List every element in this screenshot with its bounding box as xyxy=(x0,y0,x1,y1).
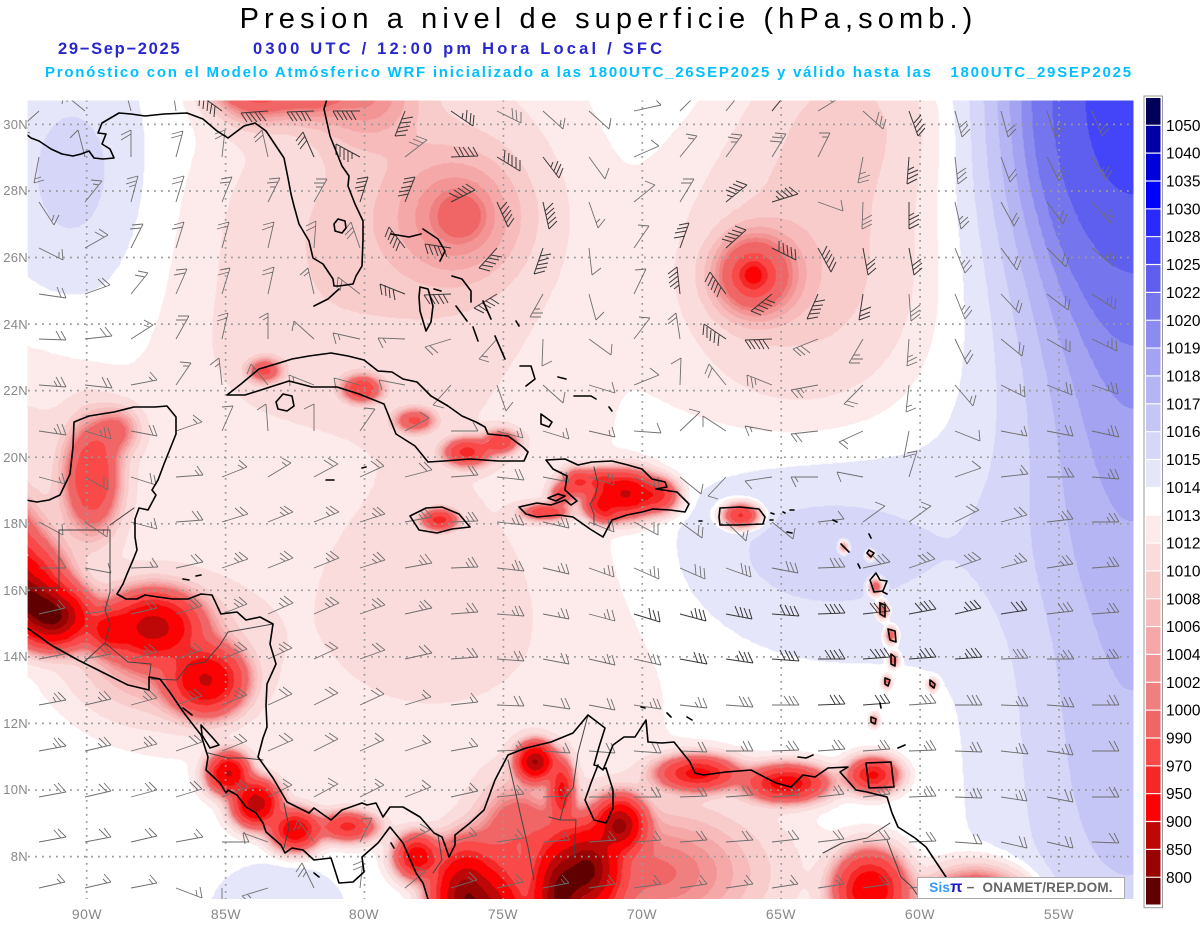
svg-text:990: 990 xyxy=(1166,731,1192,748)
svg-text:12N: 12N xyxy=(3,716,28,731)
svg-text:1018: 1018 xyxy=(1166,369,1200,386)
svg-text:60W: 60W xyxy=(905,906,936,922)
svg-text:1006: 1006 xyxy=(1166,619,1200,636)
svg-text:1015: 1015 xyxy=(1166,452,1200,469)
svg-text:1030: 1030 xyxy=(1166,201,1200,218)
svg-text:16N: 16N xyxy=(3,583,28,598)
svg-text:800: 800 xyxy=(1166,870,1192,887)
svg-text:1016: 1016 xyxy=(1166,424,1200,441)
svg-text:18N: 18N xyxy=(3,516,28,531)
svg-text:8N: 8N xyxy=(11,849,28,864)
svg-text:950: 950 xyxy=(1166,786,1192,803)
svg-text:1022: 1022 xyxy=(1166,285,1200,302)
svg-text:70W: 70W xyxy=(627,906,658,922)
svg-text:75W: 75W xyxy=(488,906,519,922)
svg-text:28N: 28N xyxy=(3,183,28,198)
svg-text:90W: 90W xyxy=(72,906,103,922)
svg-text:1010: 1010 xyxy=(1166,564,1200,581)
svg-text:1008: 1008 xyxy=(1166,591,1200,608)
svg-text:1013: 1013 xyxy=(1166,508,1200,525)
svg-text:1017: 1017 xyxy=(1166,396,1200,413)
svg-text:10N: 10N xyxy=(3,782,28,797)
svg-text:20N: 20N xyxy=(3,450,28,465)
svg-text:85W: 85W xyxy=(211,906,242,922)
svg-text:900: 900 xyxy=(1166,814,1192,831)
svg-text:80W: 80W xyxy=(349,906,380,922)
svg-text:1002: 1002 xyxy=(1166,675,1200,692)
svg-text:1050: 1050 xyxy=(1166,118,1200,135)
svg-text:24N: 24N xyxy=(3,317,28,332)
svg-text:1000: 1000 xyxy=(1166,703,1200,720)
svg-text:14N: 14N xyxy=(3,649,28,664)
svg-text:1028: 1028 xyxy=(1166,229,1200,246)
svg-text:55W: 55W xyxy=(1044,906,1075,922)
svg-text:1012: 1012 xyxy=(1166,536,1200,553)
svg-text:30N: 30N xyxy=(3,117,28,132)
svg-text:26N: 26N xyxy=(3,250,28,265)
svg-text:65W: 65W xyxy=(766,906,797,922)
svg-text:970: 970 xyxy=(1166,758,1192,775)
svg-text:1025: 1025 xyxy=(1166,257,1200,274)
svg-text:1035: 1035 xyxy=(1166,174,1200,191)
svg-text:1040: 1040 xyxy=(1166,146,1200,163)
svg-text:1014: 1014 xyxy=(1166,480,1200,497)
svg-text:850: 850 xyxy=(1166,842,1192,859)
svg-text:1019: 1019 xyxy=(1166,341,1200,358)
svg-text:1020: 1020 xyxy=(1166,313,1200,330)
svg-text:22N: 22N xyxy=(3,383,28,398)
svg-text:1004: 1004 xyxy=(1166,647,1200,664)
